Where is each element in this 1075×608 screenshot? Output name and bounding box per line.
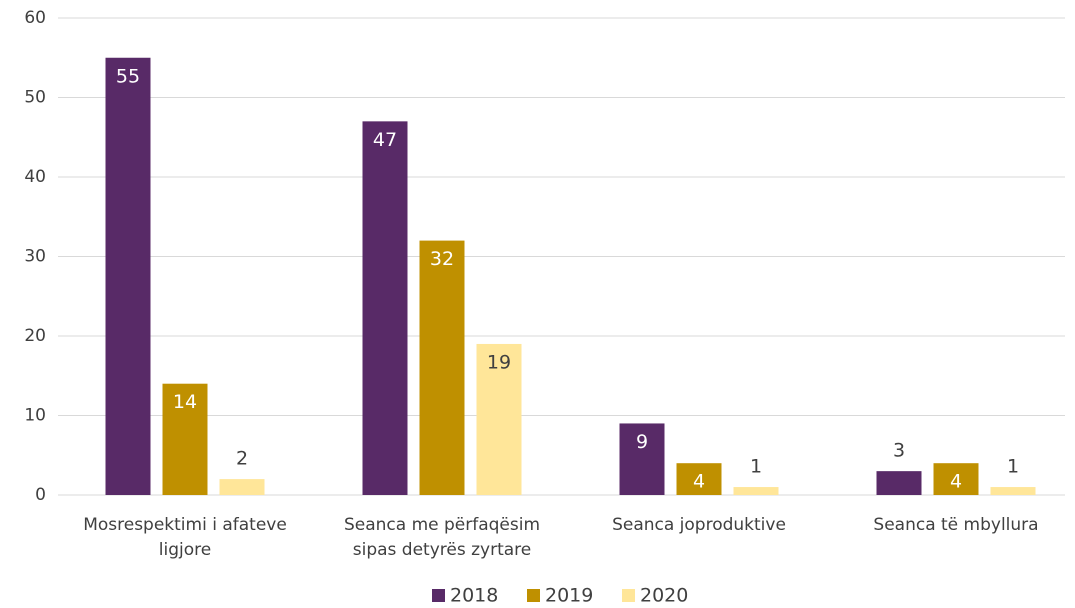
bar: [105, 57, 151, 495]
bar: [733, 487, 779, 495]
y-tick-label: 10: [24, 406, 46, 426]
bar: [219, 479, 265, 495]
data-label: 55: [116, 65, 140, 87]
legend-label: 2018: [450, 585, 498, 607]
data-label: 4: [950, 471, 962, 493]
data-label: 32: [430, 248, 454, 270]
bar: [876, 471, 922, 495]
data-label: 1: [1007, 456, 1019, 478]
y-tick-label: 30: [24, 247, 46, 267]
y-tick-label: 40: [24, 167, 46, 187]
y-tick-label: 0: [35, 485, 46, 505]
x-tick-label: Mosrespektimi i afateve ligjore: [83, 515, 287, 560]
legend-label: 2019: [545, 585, 593, 607]
bar: [476, 343, 522, 495]
bar: [419, 240, 465, 495]
data-label: 2: [236, 448, 248, 470]
bar: [162, 383, 208, 495]
bar: [933, 463, 979, 495]
data-label: 19: [487, 351, 511, 373]
x-tick-label: Seanca të mbyllura: [873, 515, 1039, 535]
data-label: 14: [173, 391, 197, 413]
y-tick-label: 60: [24, 8, 46, 28]
bar: [619, 423, 665, 495]
x-tick-label: Seanca me përfaqësim sipas detyrës zyrta…: [343, 515, 541, 560]
y-tick-label: 20: [24, 326, 46, 346]
y-tick-label: 50: [24, 88, 46, 108]
data-label: 9: [636, 431, 648, 453]
data-label: 1: [750, 456, 762, 478]
data-label: 3: [893, 440, 905, 462]
legend-swatch: [432, 589, 445, 602]
data-label: 4: [693, 471, 705, 493]
bar: [362, 121, 408, 495]
bar: [990, 487, 1036, 495]
legend-swatch: [527, 589, 540, 602]
legend-label: 2020: [640, 585, 688, 607]
data-label: 47: [373, 129, 397, 151]
x-tick-label: Seanca joproduktive: [612, 515, 786, 535]
legend-swatch: [622, 589, 635, 602]
bar: [676, 463, 722, 495]
